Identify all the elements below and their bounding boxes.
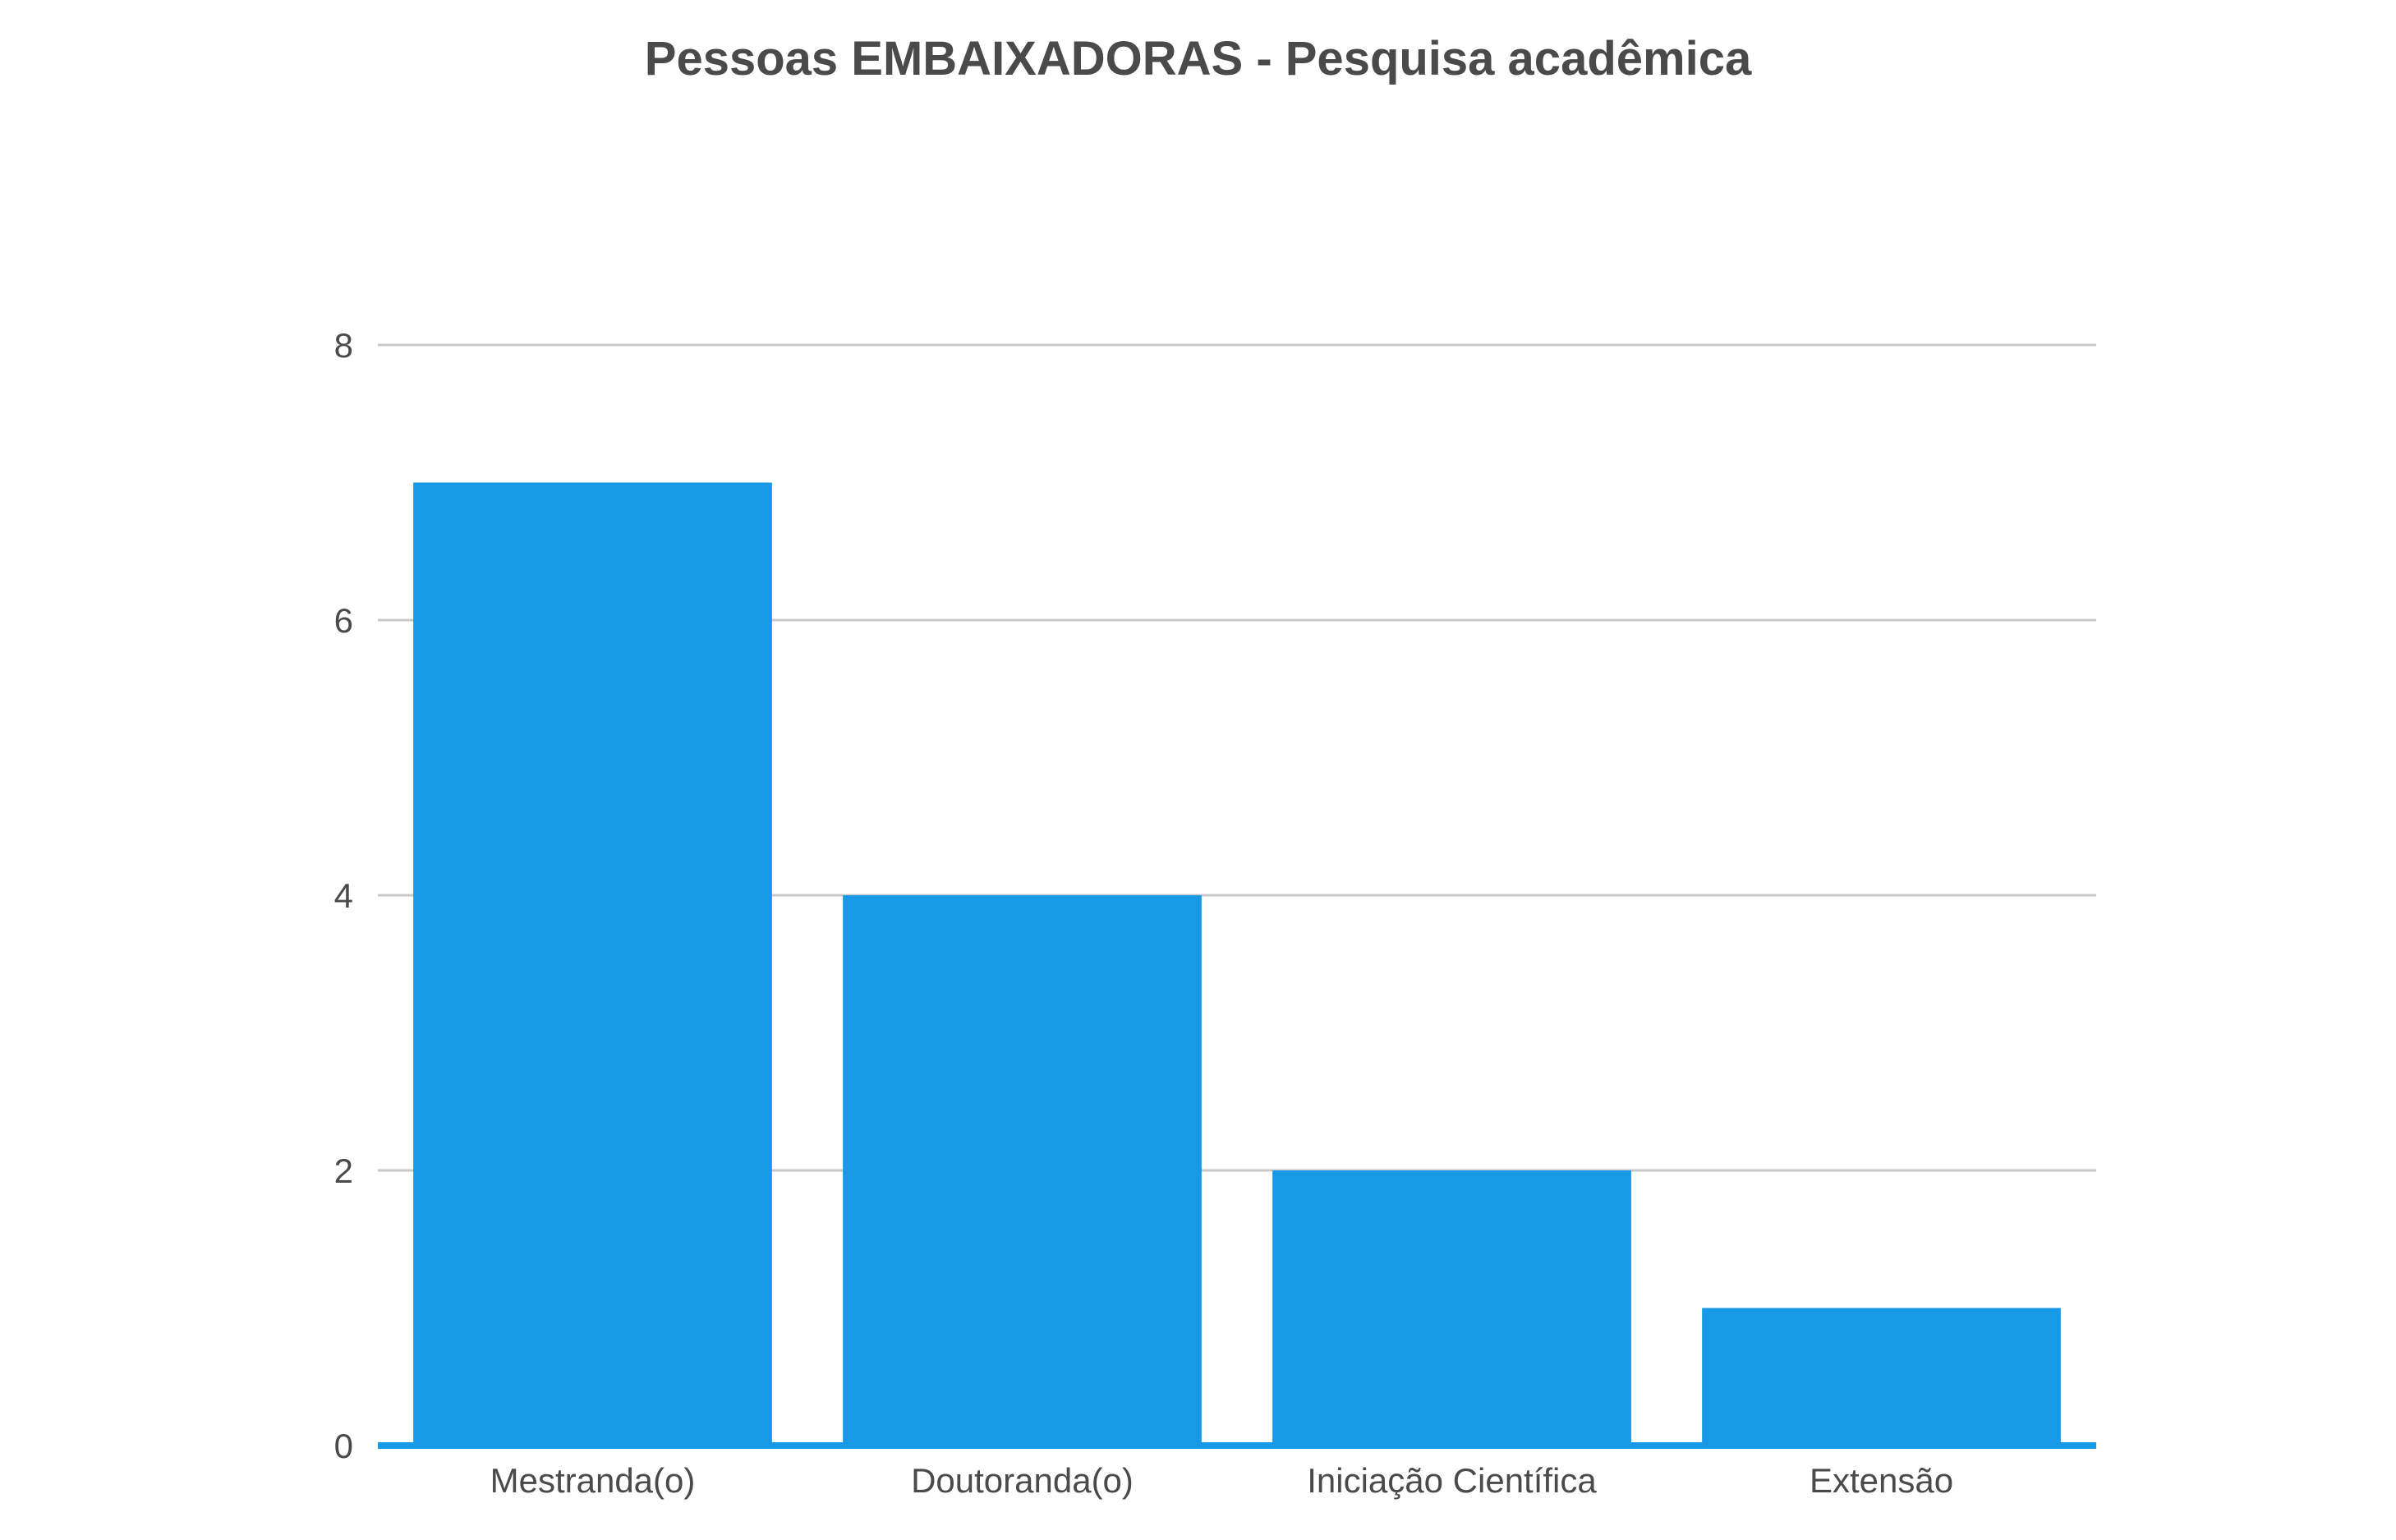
bar bbox=[1272, 1170, 1631, 1446]
y-tick-label: 8 bbox=[334, 326, 353, 365]
y-tick-label: 4 bbox=[334, 876, 353, 915]
chart-title: Pessoas EMBAIXADORAS - Pesquisa acadêmic… bbox=[644, 32, 1752, 85]
y-tick-label: 0 bbox=[334, 1427, 353, 1465]
bar bbox=[1702, 1308, 2061, 1446]
bar bbox=[413, 482, 772, 1446]
category-label: Iniciação Científica bbox=[1307, 1461, 1597, 1500]
bar bbox=[843, 895, 1202, 1446]
y-tick-labels: 0 2 4 6 8 bbox=[334, 326, 353, 1465]
y-tick-label: 2 bbox=[334, 1152, 353, 1190]
category-label: Doutoranda(o) bbox=[911, 1461, 1134, 1500]
y-tick-label: 6 bbox=[334, 601, 353, 640]
category-label: Extensão bbox=[1810, 1461, 1953, 1500]
bars bbox=[413, 482, 2061, 1446]
category-labels: Mestranda(o) Doutoranda(o) Iniciação Cient… bbox=[490, 1461, 1953, 1500]
category-label: Mestranda(o) bbox=[490, 1461, 696, 1500]
